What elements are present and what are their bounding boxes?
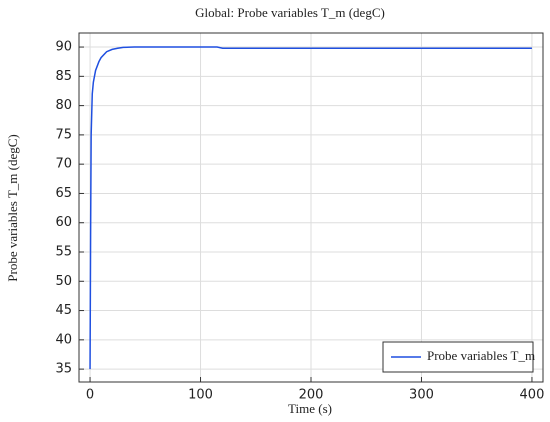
y-tick-label: 90 bbox=[55, 40, 72, 55]
x-tick-label: 400 bbox=[520, 388, 545, 403]
y-tick-label: 40 bbox=[55, 332, 72, 347]
y-axis-label: Probe variables T_m (degC) bbox=[5, 134, 20, 281]
y-tick-label: 50 bbox=[55, 274, 72, 289]
y-tick-label: 70 bbox=[55, 157, 72, 172]
y-tick-label: 65 bbox=[55, 186, 72, 201]
data-line bbox=[89, 46, 532, 370]
y-tick-label: 60 bbox=[55, 215, 72, 230]
y-tick-label: 35 bbox=[55, 362, 72, 377]
y-tick-label: 45 bbox=[55, 303, 72, 318]
y-tick-label: 55 bbox=[55, 245, 72, 260]
y-tick-label: 75 bbox=[55, 127, 72, 142]
x-tick-label: 200 bbox=[299, 388, 324, 403]
legend-label: Probe variables T_m bbox=[427, 348, 535, 363]
y-tick-label: 80 bbox=[55, 98, 72, 113]
y-tick-label: 85 bbox=[55, 69, 72, 84]
x-tick-label: 300 bbox=[409, 388, 434, 403]
chart-title: Global: Probe variables T_m (degC) bbox=[195, 5, 385, 20]
plot-frame bbox=[78, 32, 544, 383]
x-tick-label: 100 bbox=[188, 388, 213, 403]
x-tick-label: 0 bbox=[86, 388, 94, 403]
x-axis-label: Time (s) bbox=[288, 401, 332, 416]
